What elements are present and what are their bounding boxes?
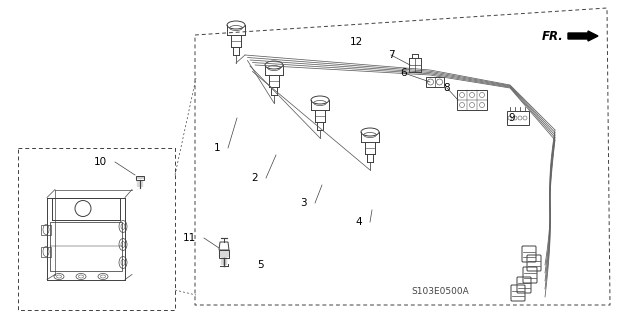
Text: 1: 1 — [213, 143, 220, 153]
Bar — [426, 77, 444, 87]
Bar — [50, 221, 122, 271]
Bar — [219, 250, 229, 258]
Text: 8: 8 — [444, 83, 451, 93]
Text: 3: 3 — [300, 198, 307, 208]
FancyArrow shape — [568, 31, 598, 41]
Bar — [41, 247, 51, 256]
Text: 7: 7 — [388, 50, 394, 60]
Text: 9: 9 — [508, 113, 515, 123]
Bar — [457, 90, 487, 110]
Bar — [41, 225, 51, 234]
Bar — [507, 111, 529, 125]
Text: FR.: FR. — [541, 29, 563, 42]
Text: 5: 5 — [258, 260, 264, 270]
Text: 4: 4 — [355, 217, 362, 227]
Text: S103E0500A: S103E0500A — [411, 287, 469, 296]
Text: 2: 2 — [252, 173, 258, 183]
Bar — [136, 176, 144, 180]
Text: 6: 6 — [401, 68, 407, 78]
Text: 10: 10 — [94, 157, 107, 167]
Text: 12: 12 — [349, 37, 363, 47]
Text: 11: 11 — [183, 233, 196, 243]
